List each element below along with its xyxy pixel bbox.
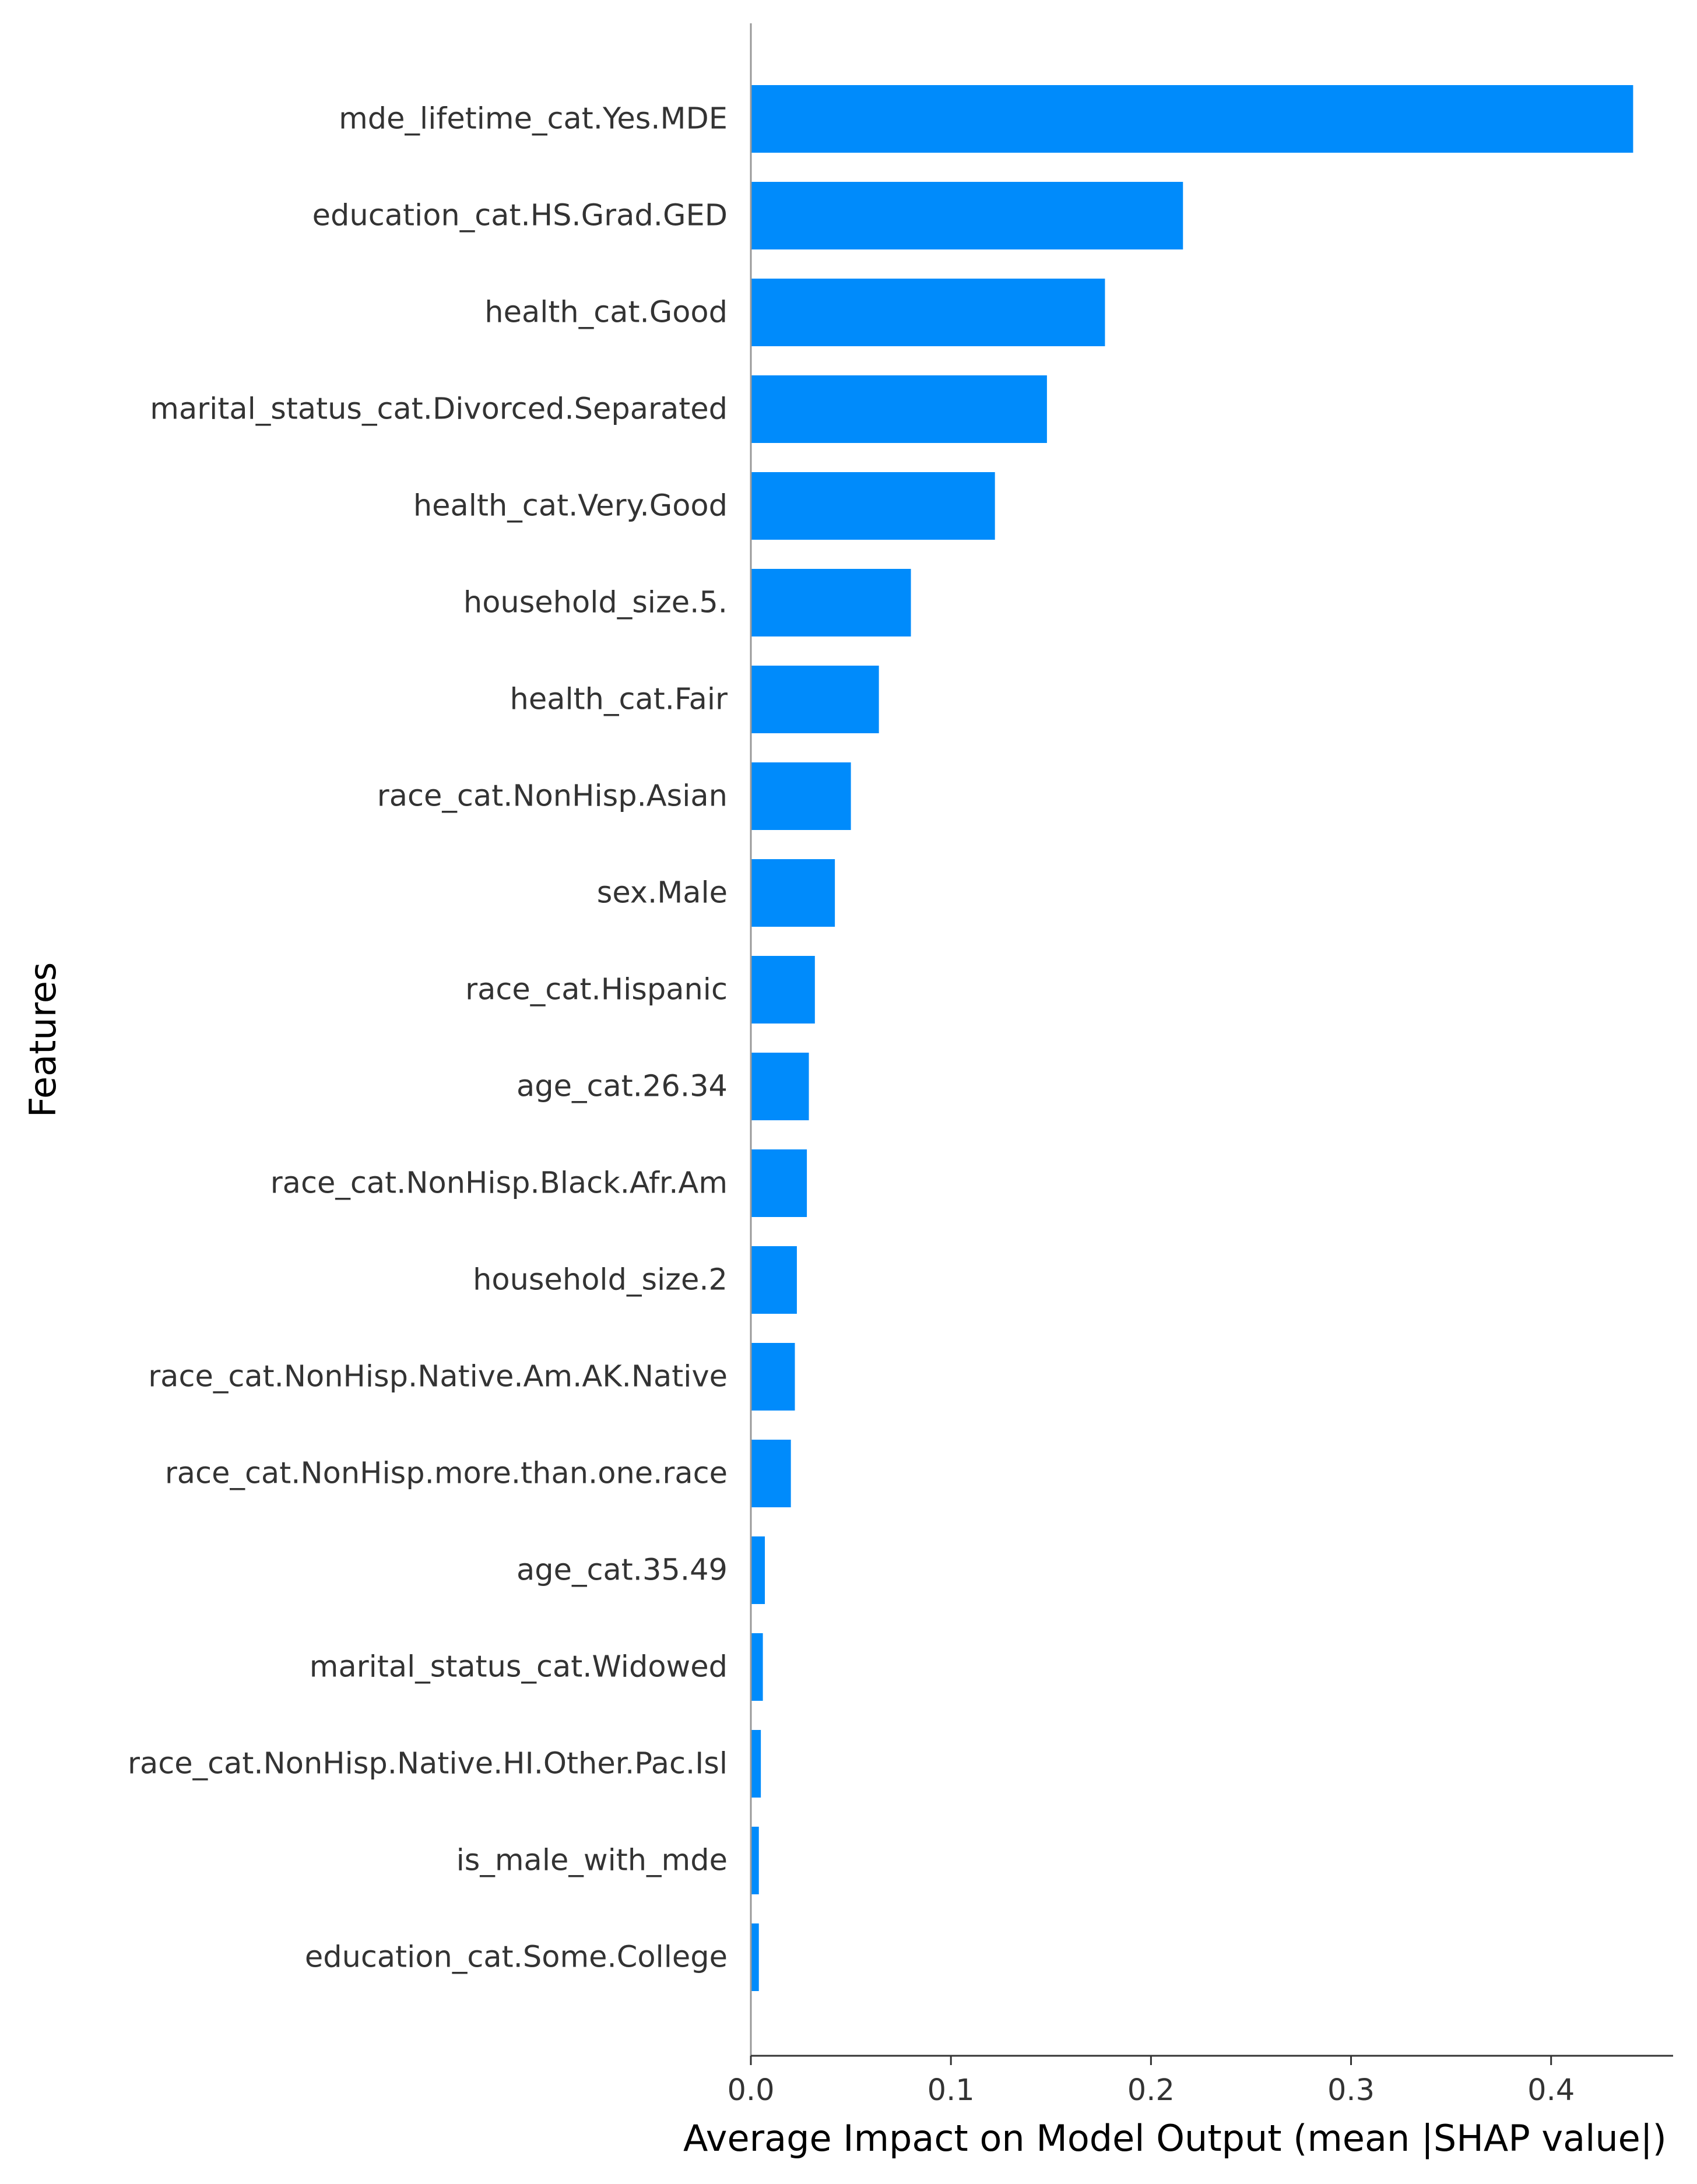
bar: [751, 85, 1633, 153]
feature-label: household_size.2: [473, 1263, 728, 1297]
feature-label: race_cat.NonHisp.Native.HI.Other.Pac.Isl: [128, 1747, 728, 1781]
bar: [751, 1149, 807, 1217]
feature-label: age_cat.26.34: [517, 1070, 728, 1104]
feature-label: is_male_with_mde: [456, 1844, 728, 1878]
feature-label: mde_lifetime_cat.Yes.MDE: [339, 102, 728, 136]
feature-label: health_cat.Fair: [510, 683, 728, 717]
bar: [751, 1536, 765, 1604]
bar: [751, 569, 911, 636]
x-axis-title: Average Impact on Model Output (mean |SH…: [683, 2117, 1667, 2160]
y-axis-title: Features: [22, 962, 64, 1118]
bar: [751, 182, 1183, 249]
feature-label: household_size.5.: [463, 586, 728, 620]
bar: [751, 666, 879, 733]
bar: [751, 375, 1047, 443]
bar: [751, 1053, 809, 1120]
feature-label: race_cat.Hispanic: [465, 973, 728, 1007]
bar: [751, 1633, 763, 1701]
bar: [751, 956, 815, 1024]
bar: [751, 472, 995, 540]
x-tick-label: 0.3: [1327, 2073, 1375, 2108]
bar: [751, 1827, 759, 1894]
feature-label: age_cat.35.49: [517, 1553, 728, 1588]
feature-label: race_cat.NonHisp.Native.Am.AK.Native: [148, 1360, 728, 1394]
feature-label: education_cat.Some.College: [305, 1940, 728, 1975]
feature-label: education_cat.HS.Grad.GED: [312, 199, 728, 233]
x-tick-label: 0.1: [927, 2073, 975, 2108]
bar: [751, 1440, 791, 1507]
bar: [751, 1343, 795, 1411]
x-tick-label: 0.4: [1527, 2073, 1575, 2108]
feature-label: race_cat.NonHisp.Asian: [377, 779, 728, 814]
bar: [751, 1246, 797, 1314]
feature-labels-group: mde_lifetime_cat.Yes.MDE education_cat.HS…: [128, 102, 728, 1975]
x-tick-label: 0.2: [1127, 2073, 1175, 2108]
bar: [751, 1730, 761, 1798]
bar: [751, 859, 835, 927]
feature-label: race_cat.NonHisp.more.than.one.race: [165, 1457, 728, 1491]
bars-group: [751, 85, 1633, 1991]
bar: [751, 1923, 759, 1991]
feature-label: race_cat.NonHisp.Black.Afr.Am: [270, 1166, 728, 1201]
x-tick-label: 0.0: [727, 2073, 774, 2108]
feature-label: marital_status_cat.Divorced.Separated: [150, 392, 728, 427]
feature-label: health_cat.Very.Good: [413, 489, 728, 523]
bar: [751, 279, 1105, 346]
feature-label: health_cat.Good: [484, 296, 728, 330]
feature-label: marital_status_cat.Widowed: [310, 1650, 728, 1684]
feature-label: sex.Male: [597, 876, 728, 910]
x-ticks-group: 0.0 0.1 0.2 0.3 0.4: [727, 2056, 1575, 2108]
bar: [751, 762, 851, 830]
